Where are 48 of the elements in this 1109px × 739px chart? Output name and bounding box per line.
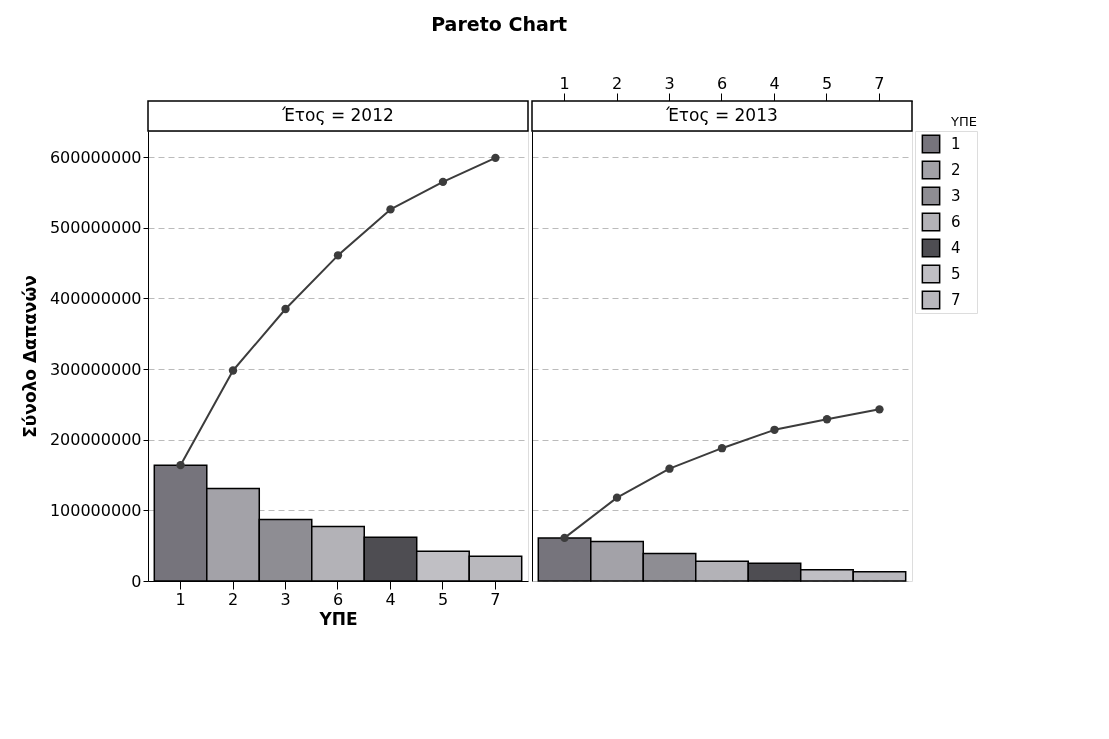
legend-label: 4 — [951, 239, 961, 257]
point — [438, 177, 448, 187]
x-axis-title: ΥΠΕ — [318, 608, 358, 629]
legend-label: 6 — [951, 213, 961, 231]
x-tick-label: 4 — [385, 589, 396, 609]
legend-label: 5 — [951, 265, 961, 283]
legend-label: 3 — [951, 187, 961, 205]
legend-label: 2 — [951, 161, 961, 179]
x-tick-label: 4 — [769, 73, 780, 93]
chart-title: Pareto Chart — [431, 12, 568, 35]
point — [665, 464, 674, 473]
y-tick-label: 200000000 — [49, 430, 142, 450]
x-tick-label: 2 — [227, 589, 239, 609]
y-tick-label: 400000000 — [49, 288, 142, 308]
y-tick-label: 600000000 — [49, 147, 142, 167]
y-axis-title: Σύνολο Δαπανών — [19, 275, 40, 438]
point — [875, 405, 884, 414]
x-tick-label: 6 — [716, 73, 728, 93]
x-tick-label: 5 — [821, 73, 833, 93]
point — [822, 415, 832, 424]
x-tick-label: 5 — [437, 589, 449, 609]
legend-title: ΥΠΕ — [950, 114, 977, 129]
point — [612, 493, 622, 502]
y-tick-label: 0 — [131, 571, 142, 591]
chart-subtitle: Έτος = 2013 — [665, 105, 778, 125]
point — [228, 366, 238, 375]
point — [176, 460, 185, 470]
point — [491, 153, 500, 163]
x-tick-label: 2 — [611, 73, 623, 93]
point — [560, 533, 569, 543]
x-tick-label: 6 — [332, 589, 344, 609]
x-tick-label: 3 — [280, 589, 291, 609]
point — [281, 304, 290, 314]
x-tick-label: 3 — [664, 73, 675, 93]
point — [333, 251, 343, 260]
legend-label: 7 — [951, 291, 961, 309]
chart-subtitle: Έτος = 2012 — [281, 105, 394, 125]
y-tick-label: 300000000 — [49, 359, 142, 379]
y-tick-label: 500000000 — [49, 218, 142, 238]
point — [717, 444, 727, 453]
point — [770, 425, 779, 434]
x-tick-label: 7 — [490, 589, 501, 609]
legend-label: 1 — [951, 135, 961, 153]
x-tick-label: 1 — [559, 73, 570, 93]
point — [386, 205, 395, 214]
y-tick-label: 100000000 — [49, 500, 142, 520]
x-tick-label: 7 — [874, 73, 885, 93]
x-tick-label: 1 — [175, 589, 186, 609]
